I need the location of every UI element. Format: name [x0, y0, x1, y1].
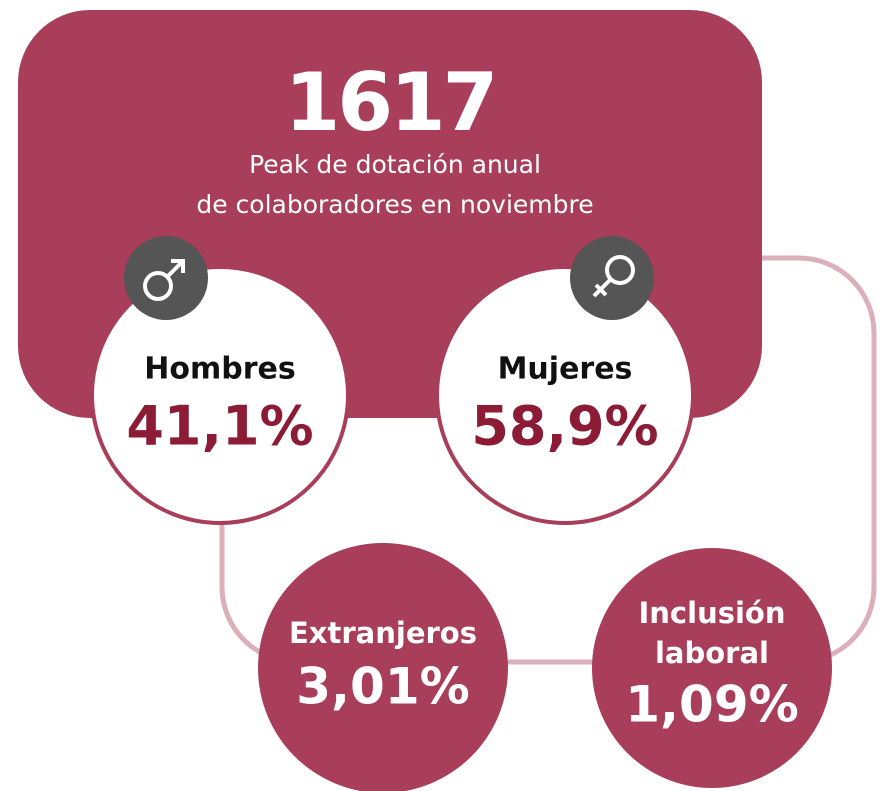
stat-circle — [592, 548, 832, 788]
stat-label: Hombres — [144, 352, 295, 387]
male-icon — [124, 236, 208, 320]
subtitle-line: Peak de dotación anual — [249, 150, 541, 179]
female-icon — [570, 236, 654, 320]
stat-label: Inclusión — [639, 596, 786, 630]
stat-label: Extranjeros — [289, 616, 477, 650]
stat-value: 3,01% — [296, 658, 469, 716]
stat-circle — [258, 543, 508, 791]
stat-value: 58,9% — [471, 395, 658, 458]
stat-value: 1,09% — [625, 676, 798, 734]
headline-number: 1617 — [285, 56, 496, 149]
stat-value: 41,1% — [126, 395, 313, 458]
stat-circle — [435, 265, 695, 525]
stat-circle — [90, 265, 350, 525]
subtitle-line: de colaboradores en noviembre — [196, 190, 593, 219]
stat-label: Mujeres — [498, 352, 633, 387]
stat-label: laboral — [655, 636, 769, 670]
